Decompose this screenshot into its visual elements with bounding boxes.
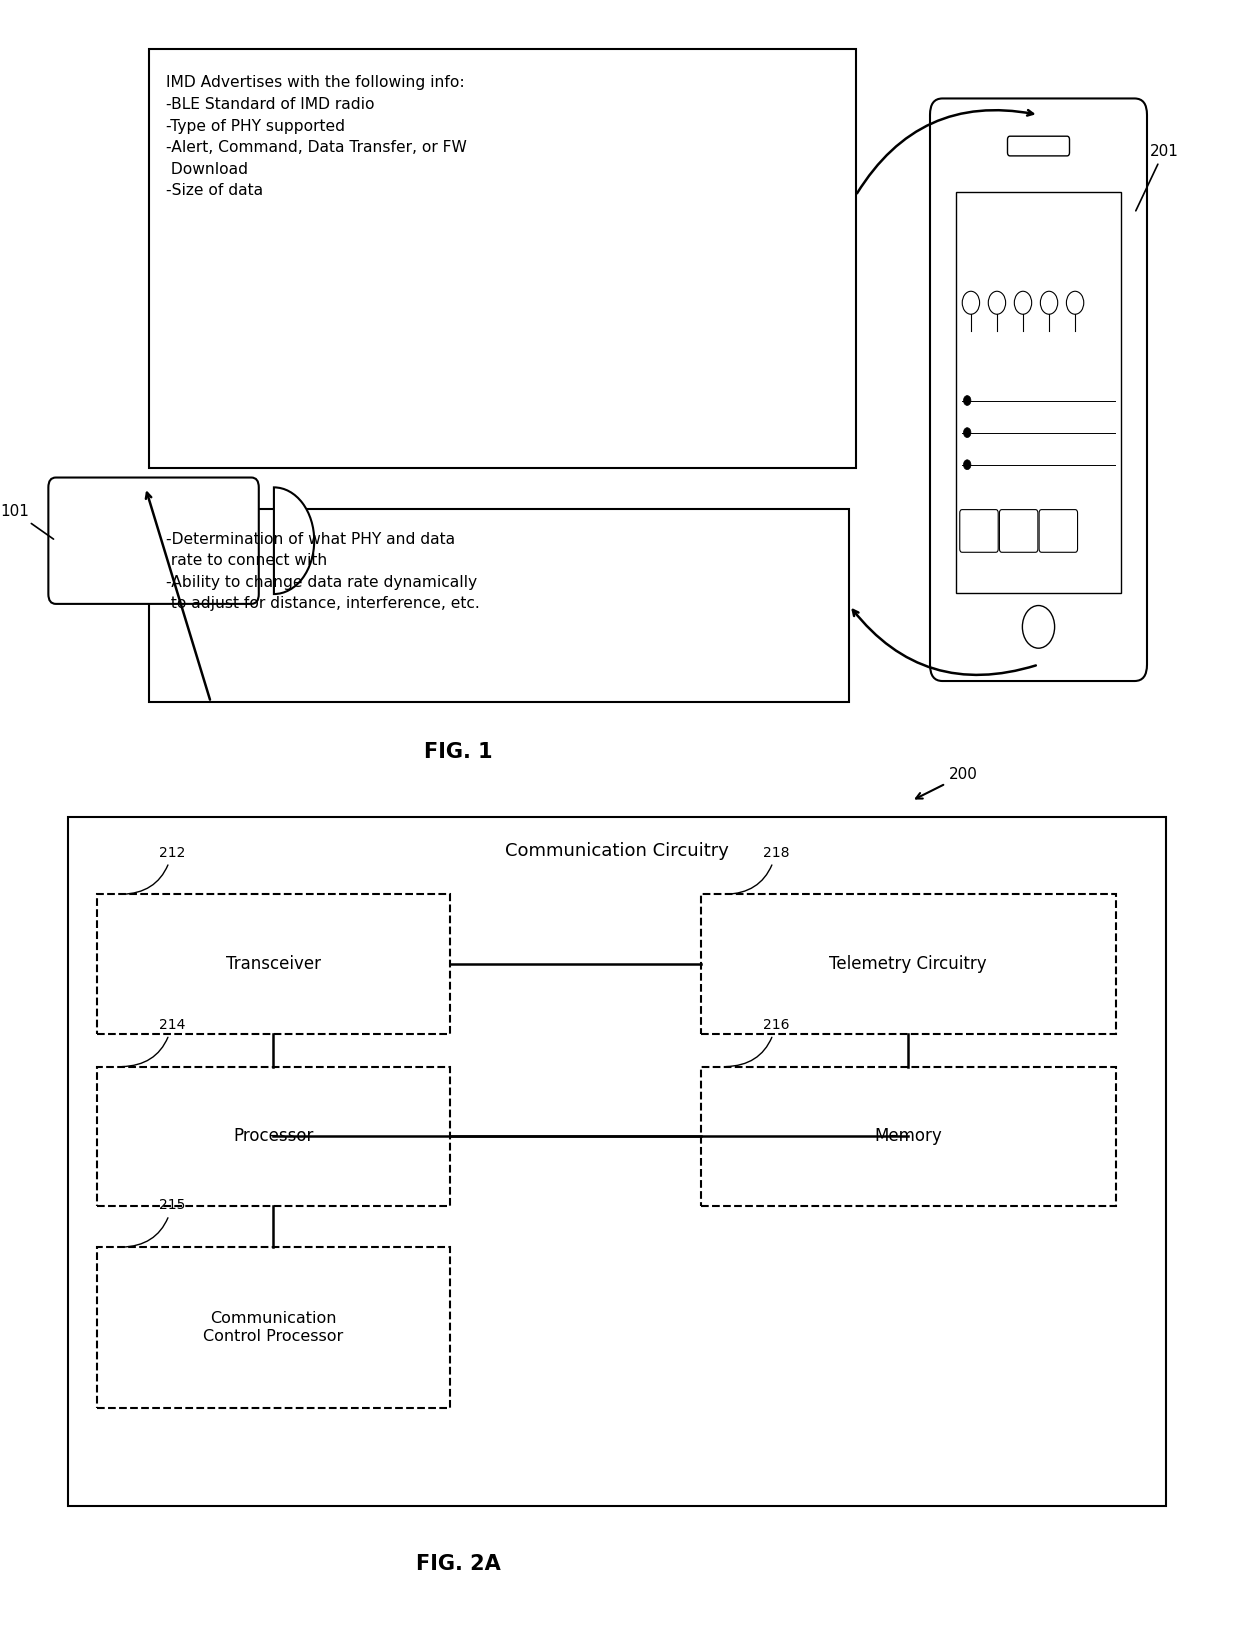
Circle shape	[1040, 290, 1058, 313]
Text: Communication
Control Processor: Communication Control Processor	[203, 1311, 343, 1344]
Text: 201: 201	[1136, 144, 1178, 210]
Text: 215: 215	[122, 1198, 185, 1247]
Text: -Determination of what PHY and data
 rate to connect with
-Ability to change dat: -Determination of what PHY and data rate…	[166, 532, 480, 612]
Circle shape	[1014, 290, 1032, 313]
Text: Processor: Processor	[233, 1127, 314, 1145]
Text: 101: 101	[0, 504, 53, 540]
Text: 200: 200	[916, 768, 977, 799]
FancyBboxPatch shape	[701, 1067, 1116, 1206]
Wedge shape	[274, 487, 314, 594]
Text: FIG. 1: FIG. 1	[424, 742, 494, 761]
Circle shape	[963, 428, 971, 438]
Text: 216: 216	[725, 1017, 789, 1067]
FancyBboxPatch shape	[48, 478, 259, 604]
FancyBboxPatch shape	[1039, 510, 1078, 553]
Text: 214: 214	[122, 1017, 185, 1067]
Circle shape	[1066, 290, 1084, 313]
FancyBboxPatch shape	[97, 1067, 450, 1206]
FancyBboxPatch shape	[149, 49, 856, 468]
Circle shape	[962, 290, 980, 313]
FancyBboxPatch shape	[1007, 136, 1069, 156]
Text: FIG. 2A: FIG. 2A	[417, 1554, 501, 1574]
FancyBboxPatch shape	[701, 894, 1116, 1034]
Text: 212: 212	[122, 845, 185, 894]
FancyBboxPatch shape	[68, 817, 1166, 1506]
Circle shape	[1022, 606, 1054, 648]
FancyBboxPatch shape	[149, 509, 849, 702]
Text: Transceiver: Transceiver	[226, 955, 321, 973]
Text: IMD Advertises with the following info:
-BLE Standard of IMD radio
-Type of PHY : IMD Advertises with the following info: …	[166, 75, 467, 199]
FancyBboxPatch shape	[999, 510, 1038, 553]
FancyBboxPatch shape	[97, 894, 450, 1034]
Circle shape	[963, 459, 971, 469]
Text: Telemetry Circuitry: Telemetry Circuitry	[830, 955, 987, 973]
Text: Communication Circuitry: Communication Circuitry	[505, 842, 729, 860]
FancyBboxPatch shape	[956, 192, 1121, 592]
FancyBboxPatch shape	[960, 510, 998, 553]
FancyBboxPatch shape	[930, 98, 1147, 681]
Text: 218: 218	[725, 845, 789, 894]
Circle shape	[988, 290, 1006, 313]
Circle shape	[963, 395, 971, 405]
FancyBboxPatch shape	[97, 1247, 450, 1408]
Text: Memory: Memory	[874, 1127, 942, 1145]
